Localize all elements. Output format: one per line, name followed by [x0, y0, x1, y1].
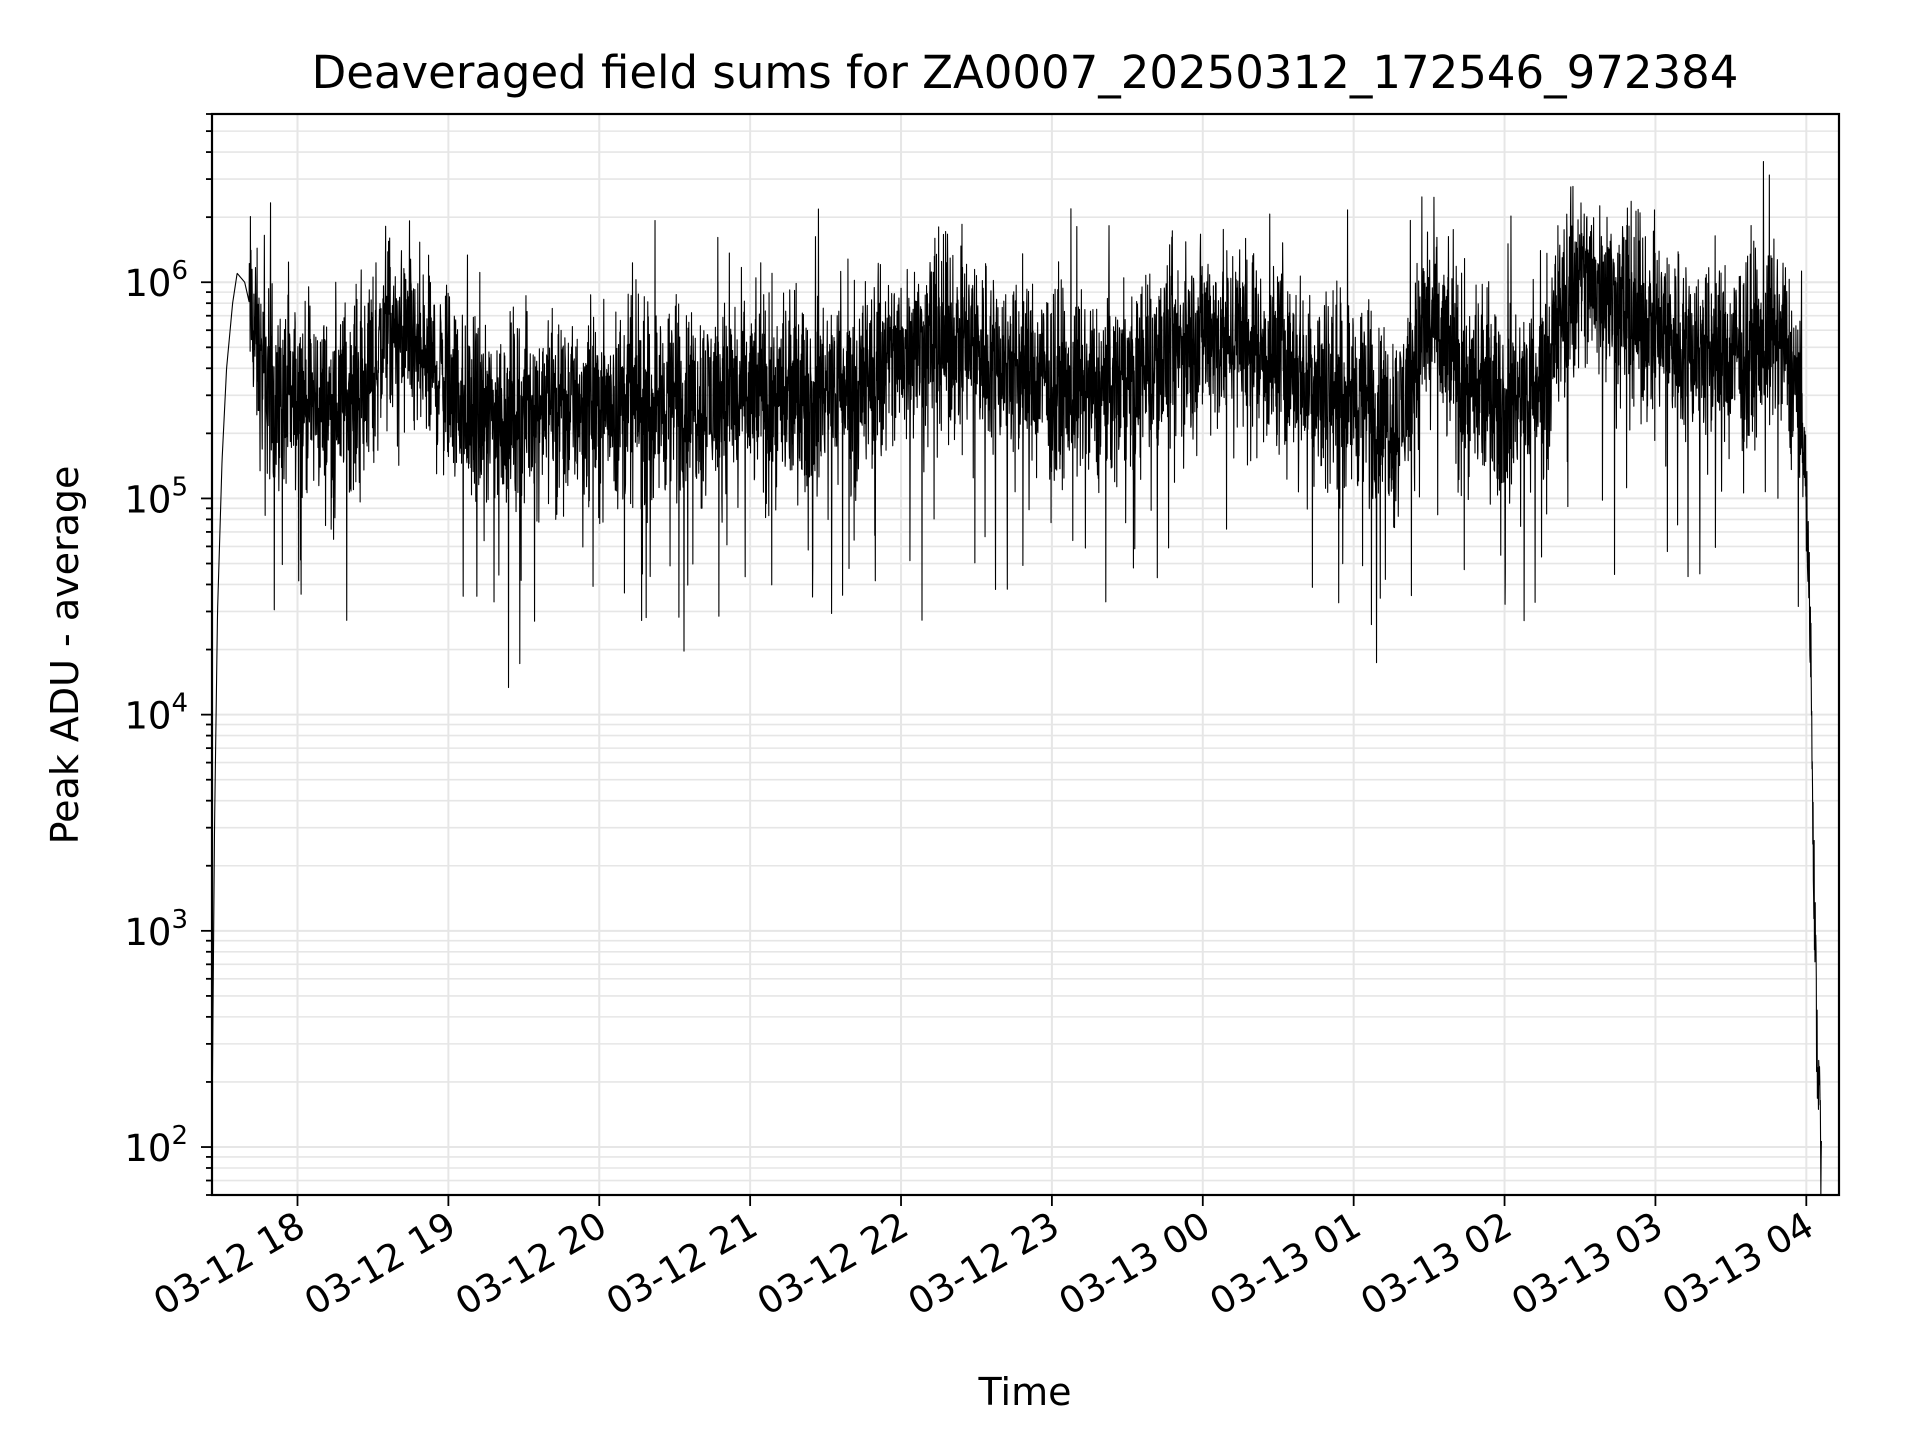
y-axis-label: Peak ADU - average [43, 466, 87, 845]
y-tick-base: 10 [124, 262, 171, 305]
y-tick-exponent: 3 [171, 905, 188, 935]
y-tick-exponent: 4 [171, 689, 188, 719]
x-tick-label: 03-12 23 [901, 1204, 1067, 1324]
x-tick-label: 03-12 22 [750, 1204, 916, 1324]
x-tick-label: 03-12 18 [146, 1204, 312, 1324]
x-tick-label: 03-13 03 [1504, 1204, 1670, 1324]
y-tick-base: 10 [124, 478, 171, 521]
y-tick-base: 10 [124, 1127, 171, 1170]
data-series [210, 161, 1822, 1196]
grid [212, 113, 1839, 1196]
y-tick-base: 10 [124, 911, 171, 954]
y-tick-base: 10 [124, 695, 171, 738]
y-tick-exponent: 6 [171, 256, 188, 286]
y-tick-label: 106 [124, 256, 188, 305]
y-tick-label: 105 [124, 472, 188, 521]
series-line [210, 161, 1822, 1196]
x-tick-label: 03-12 21 [599, 1204, 765, 1324]
x-tick-label: 03-13 02 [1353, 1204, 1519, 1324]
y-tick-exponent: 2 [171, 1121, 188, 1151]
chart-title: Deaveraged field sums for ZA0007_2025031… [312, 46, 1739, 99]
x-tick-label: 03-13 04 [1655, 1204, 1821, 1324]
y-tick-label: 103 [124, 905, 188, 954]
x-tick-label: 03-12 20 [448, 1204, 614, 1324]
y-tick-label: 102 [124, 1121, 188, 1170]
y-tick-label: 104 [124, 689, 188, 738]
y-tick-exponent: 5 [171, 472, 188, 502]
x-tick-label: 03-13 00 [1052, 1204, 1218, 1324]
x-axis-label: Time [978, 1370, 1072, 1414]
x-tick-label: 03-12 19 [297, 1204, 463, 1324]
x-tick-label: 03-13 01 [1203, 1204, 1369, 1324]
plot-frame [210, 112, 1841, 1197]
